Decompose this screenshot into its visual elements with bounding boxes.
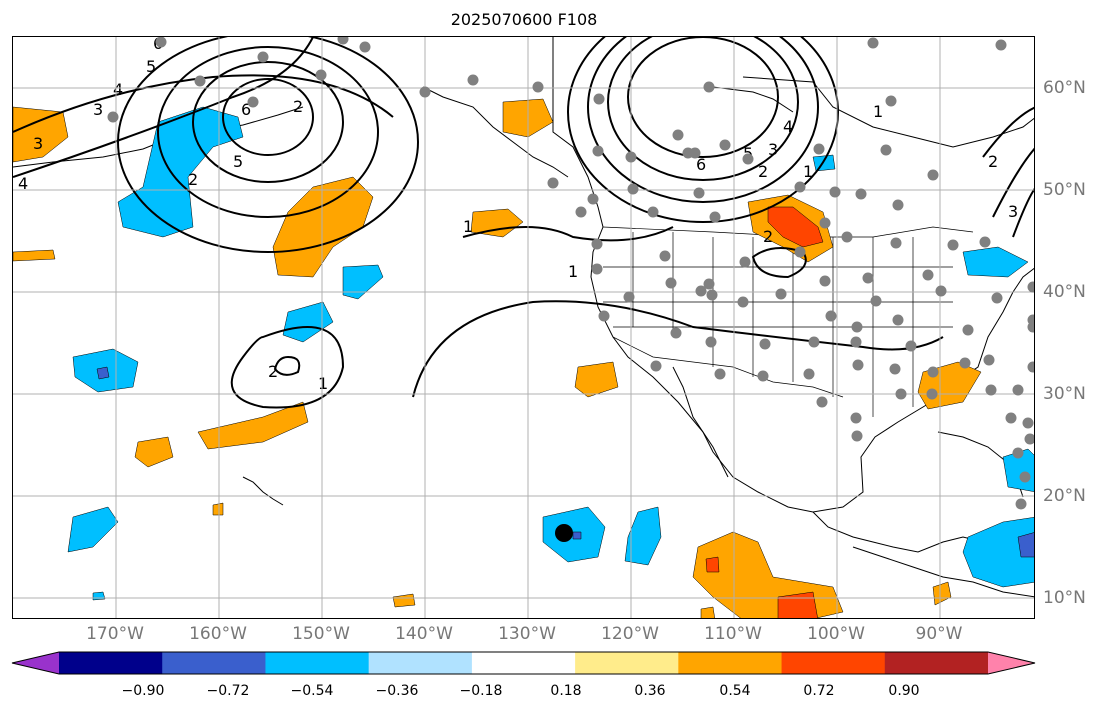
- lat-label: 20°N: [1043, 486, 1086, 506]
- colorbar-segment: [265, 652, 370, 674]
- lat-label: 30°N: [1043, 384, 1086, 404]
- lon-label: 90°W: [915, 624, 963, 644]
- contour-label: 6: [696, 155, 706, 174]
- colorbar-tick-label: 0.72: [803, 683, 835, 699]
- colorbar-segment: [59, 652, 163, 674]
- colorbar-tick-label: −0.54: [290, 683, 334, 699]
- colorbar-tick-label: 0.90: [888, 683, 920, 699]
- contour-label: 1: [873, 102, 883, 121]
- colorbar-segment: [678, 652, 783, 674]
- contour-label: 3: [1008, 202, 1018, 221]
- contour-label: 1: [463, 217, 473, 236]
- colorbar-tick-label: 0.54: [719, 683, 751, 699]
- map-svg: 6 5 4 3 3 4 5 6 2 1 1 2 1 2 5 4 3 2 6 1 …: [13, 37, 1034, 618]
- map-title: 2025070600 F108: [450, 10, 598, 29]
- lon-label: 170°W: [86, 624, 144, 644]
- lat-label: 60°N: [1043, 78, 1086, 98]
- contour-label: 1: [318, 374, 328, 393]
- contour-label: 3: [93, 100, 103, 119]
- colorbar-tick-label: 0.36: [634, 683, 666, 699]
- contour-label: 5: [743, 144, 753, 163]
- contour-label: 2: [988, 152, 998, 171]
- colorbar-extend-high: [988, 652, 1035, 674]
- colorbar-segment: [575, 652, 679, 674]
- contour-label: 1: [568, 262, 578, 281]
- colorbar-segment: [471, 652, 576, 674]
- colorbar-segment: [884, 652, 989, 674]
- map-panel[interactable]: 6 5 4 3 3 4 5 6 2 1 1 2 1 2 5 4 3 2 6 1 …: [12, 36, 1035, 619]
- storm-center-marker: [555, 524, 573, 542]
- colorbar: [11, 651, 1036, 675]
- lat-label: 50°N: [1043, 180, 1086, 200]
- contour-label: 2: [758, 162, 768, 181]
- anomaly-fills: [13, 98, 1034, 618]
- lon-label: 160°W: [189, 624, 247, 644]
- contour-label: 2: [188, 170, 198, 189]
- colorbar-tick-label: −0.90: [121, 683, 165, 699]
- contour-label: 1: [803, 162, 813, 181]
- borders: [602, 226, 974, 417]
- lat-label: 10°N: [1043, 588, 1086, 608]
- contour-label: 4: [18, 174, 28, 193]
- lon-label: 150°W: [292, 624, 350, 644]
- colorbar-segment: [368, 652, 473, 674]
- lon-label: 130°W: [498, 624, 556, 644]
- contour-label: 4: [113, 80, 123, 99]
- lat-label: 40°N: [1043, 282, 1086, 302]
- lon-label: 110°W: [704, 624, 762, 644]
- contour-label: 5: [146, 57, 156, 76]
- contour-label: 2: [293, 97, 303, 116]
- contour-label: 4: [783, 117, 793, 136]
- graticule: [13, 37, 1034, 618]
- colorbar-segment: [781, 652, 886, 674]
- contour-label: 3: [33, 134, 43, 153]
- colorbar-tick-label: −0.18: [459, 683, 503, 699]
- colorbar-segment: [162, 652, 266, 674]
- lon-label: 100°W: [807, 624, 865, 644]
- lon-label: 140°W: [395, 624, 453, 644]
- contour-label: 2: [268, 362, 278, 381]
- colorbar-segments: [11, 651, 1036, 675]
- contour-label: 5: [233, 152, 243, 171]
- station-dots: [107, 37, 1034, 510]
- contour-label: 3: [768, 140, 778, 159]
- contour-lines: [13, 37, 1034, 409]
- contour-label: 6: [241, 100, 251, 119]
- colorbar-tick-label: −0.36: [375, 683, 419, 699]
- colorbar-tick-label: −0.72: [206, 683, 250, 699]
- colorbar-tick-label: 0.18: [550, 683, 582, 699]
- contour-label: 2: [763, 227, 773, 246]
- colorbar-extend-low: [12, 652, 59, 674]
- lon-label: 120°W: [601, 624, 659, 644]
- colorbar-outline: [11, 651, 1036, 675]
